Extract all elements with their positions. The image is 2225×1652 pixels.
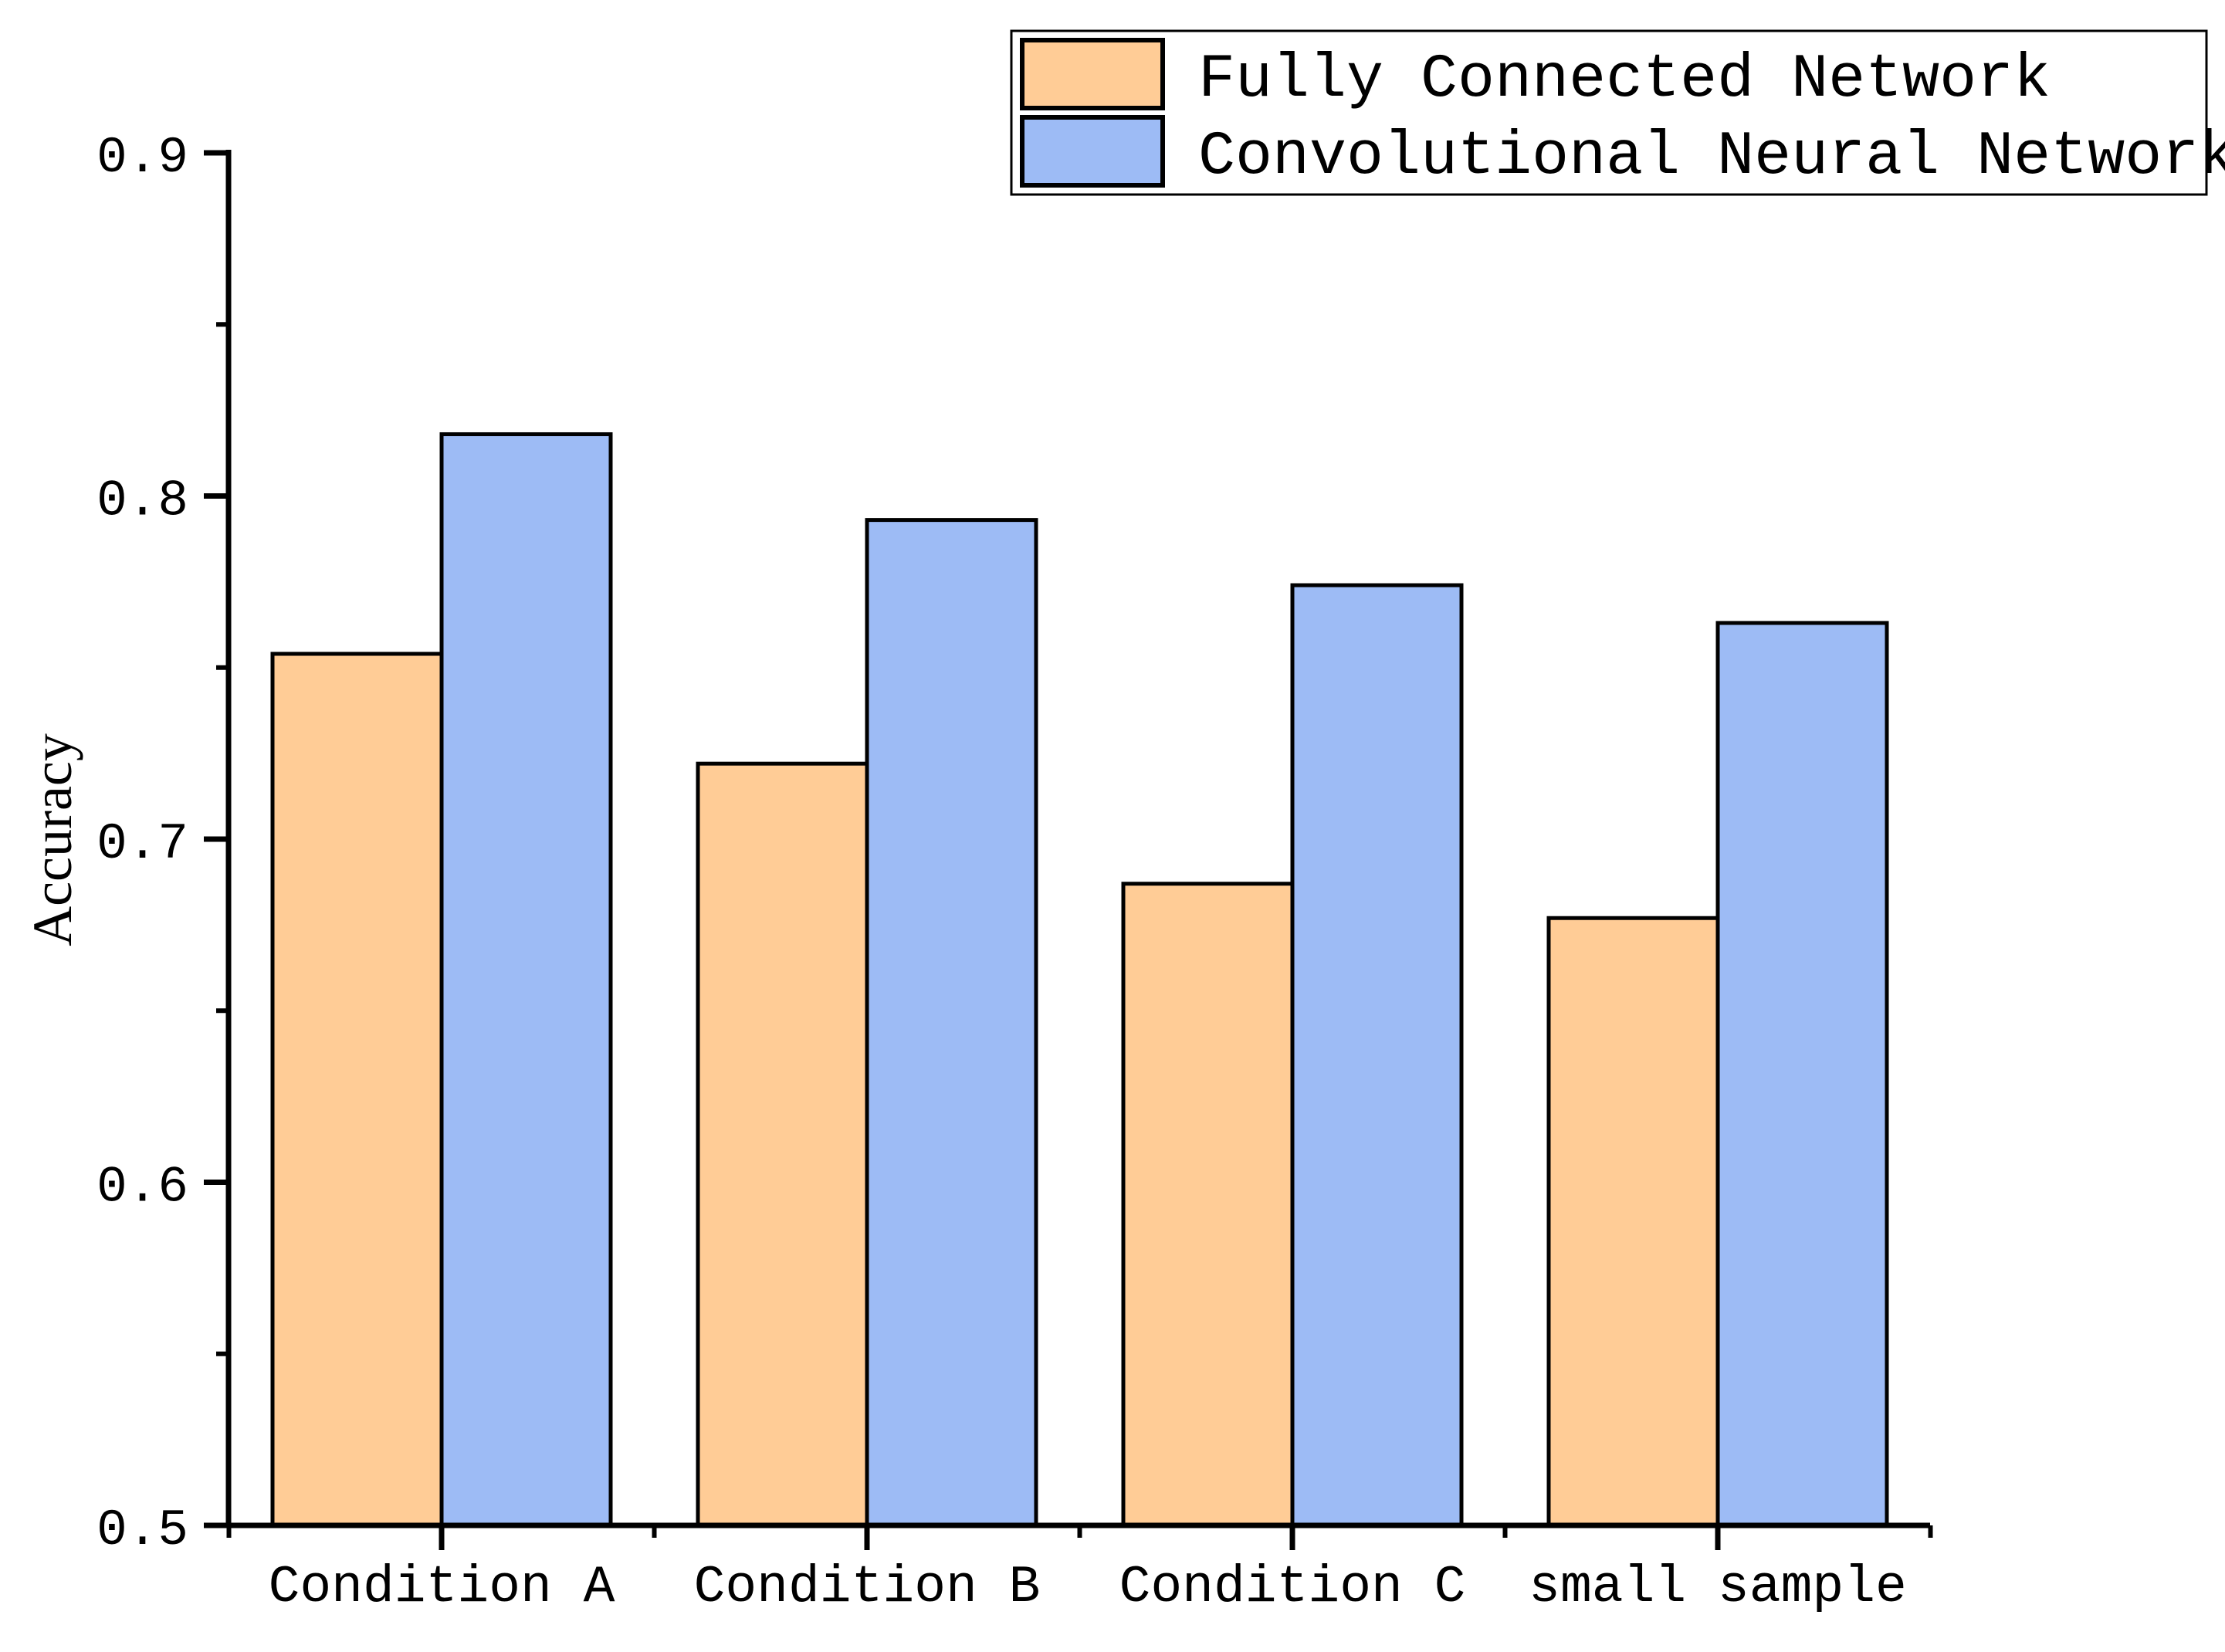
legend-box (1010, 29, 2208, 196)
y-tick-label: 0.8 (97, 472, 188, 530)
bar-cnn-4 (1715, 621, 1889, 1528)
x-category-label: Condition B (694, 1558, 1041, 1617)
ticks-layer (204, 150, 1933, 1550)
y-tick-label: 0.7 (97, 815, 188, 873)
y-axis-title: Accuracy (22, 733, 83, 946)
bar-fcn-2 (696, 761, 869, 1528)
bar-fcn-4 (1546, 916, 1720, 1528)
bar-cnn-2 (865, 518, 1038, 1528)
x-category-label: small sample (1529, 1558, 1907, 1617)
bar-fcn-1 (270, 652, 444, 1528)
bar-cnn-3 (1290, 583, 1464, 1528)
y-tick-label: 0.9 (97, 129, 188, 187)
bar-fcn-3 (1121, 882, 1295, 1528)
legend-label-fcn: Fully Connected Network (1198, 45, 2051, 115)
x-category-label: Condition A (269, 1558, 615, 1617)
bars-layer (270, 432, 1889, 1528)
legend-swatch-fcn (1020, 38, 1165, 110)
bar-cnn-1 (439, 432, 613, 1528)
labels-layer: 0.5 0.6 0.7 0.8 0.9 Condition A Condition B Con… (97, 129, 1907, 1617)
legend-swatch-cnn (1020, 115, 1165, 188)
x-category-label: Condition C (1119, 1558, 1466, 1617)
legend-label-cnn: Convolutional Neural Network (1198, 122, 2225, 192)
y-tick-label: 0.6 (97, 1159, 188, 1217)
y-tick-label: 0.5 (97, 1501, 188, 1559)
